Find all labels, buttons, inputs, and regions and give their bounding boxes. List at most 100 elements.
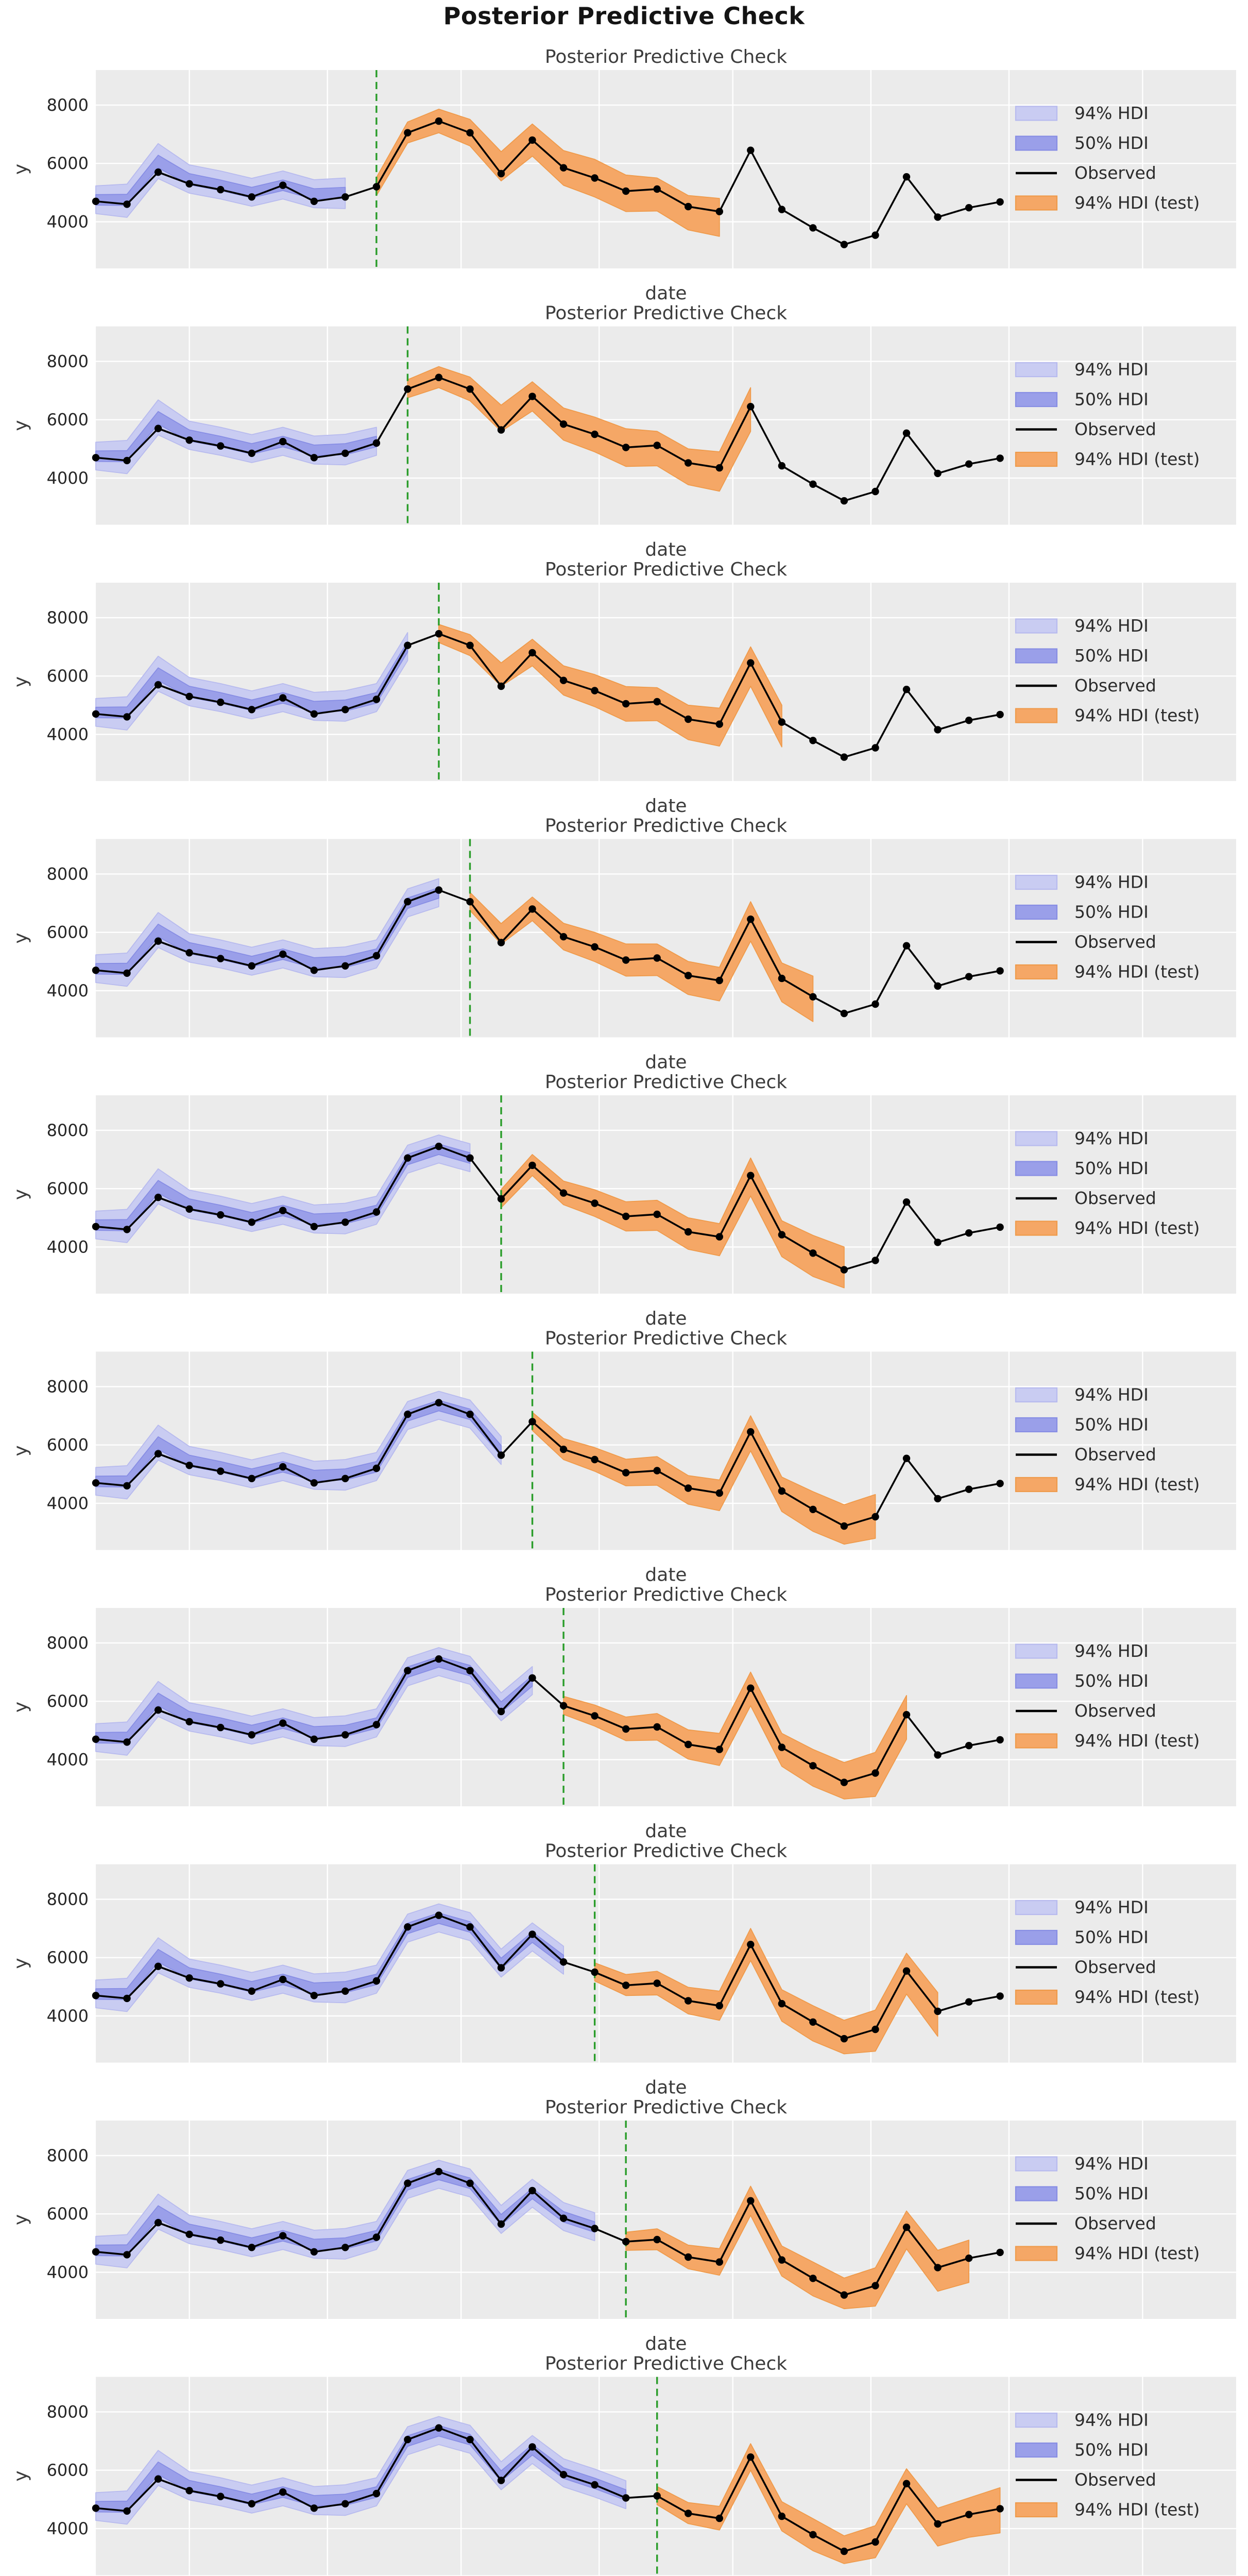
hdi-94-test-band — [376, 108, 720, 237]
legend-label: Observed — [1074, 1188, 1156, 1208]
observed-line — [95, 376, 1000, 502]
observed-point — [965, 2511, 973, 2518]
observed-point — [528, 2187, 536, 2195]
observed-point — [154, 425, 162, 432]
observed-point — [591, 430, 599, 438]
legend-swatch-patch — [1015, 392, 1058, 408]
y-axis-label: y — [10, 1445, 31, 1456]
observed-point — [248, 449, 255, 457]
observed-point — [185, 692, 193, 701]
observed-point — [404, 1154, 412, 1162]
legend-swatch-patch — [1015, 2156, 1058, 2172]
legend-swatch-patch — [1015, 708, 1058, 723]
observed-point — [497, 939, 505, 946]
legend: 94% HDI 50% HDI Observed 94% HDI (test) — [1015, 103, 1200, 213]
axes-background — [96, 70, 1236, 268]
observed-point — [248, 2500, 255, 2507]
observed-point — [934, 726, 942, 734]
observed-point — [622, 1469, 630, 1477]
observed-point — [715, 976, 724, 985]
observed-point — [715, 720, 724, 728]
observed-point — [685, 1740, 692, 1749]
legend-swatch-patch — [1015, 1733, 1058, 1749]
observed-point — [685, 2253, 692, 2261]
y-tick-label: 8000 — [47, 1633, 89, 1653]
y-tick-label: 6000 — [47, 1179, 89, 1198]
subplot-title: Posterior Predictive Check — [545, 303, 787, 324]
observed-point — [747, 1684, 755, 1692]
legend-swatch-patch — [1015, 1131, 1058, 1146]
legend-label: 94% HDI — [1074, 2410, 1149, 2430]
observed-point — [279, 1207, 287, 1214]
y-tick-label: 4000 — [47, 2262, 89, 2282]
axes-background — [96, 1864, 1236, 2063]
axes-background — [96, 1608, 1236, 1806]
observed-point — [778, 1743, 786, 1751]
observed-point — [185, 436, 193, 444]
legend: 94% HDI 50% HDI Observed 94% HDI (test) — [1015, 2154, 1200, 2263]
observed-point — [871, 1769, 879, 1777]
hdi-50-band — [95, 411, 377, 463]
observed-point — [934, 469, 942, 478]
observed-point — [217, 1980, 225, 1988]
y-tick-label: 8000 — [47, 1377, 89, 1396]
x-axis-label: date — [645, 2077, 687, 2098]
hdi-94-test-band — [594, 1928, 938, 2055]
y-axis-label: y — [10, 1189, 31, 1200]
observed-point — [466, 2179, 474, 2187]
observed-point — [217, 698, 225, 706]
observed-point — [840, 2291, 848, 2299]
legend-label: Observed — [1074, 675, 1156, 696]
observed-point — [217, 1467, 225, 1475]
observed-point — [154, 681, 162, 689]
observed-point — [622, 2238, 630, 2246]
subplot-3: Posterior Predictive Check 4000 6000 8000 y d… — [10, 559, 1236, 817]
observed-point — [653, 1467, 661, 1475]
observed-point — [372, 696, 381, 703]
subplot-5: Posterior Predictive Check 4000 6000 8000 y d… — [10, 1072, 1236, 1329]
observed-point — [809, 2531, 817, 2538]
observed-point — [871, 1257, 879, 1264]
observed-point — [685, 1484, 692, 1492]
observed-point — [715, 2002, 724, 2010]
observed-point — [902, 2224, 911, 2231]
observed-point — [185, 1718, 193, 1725]
observed-point — [809, 1505, 817, 1513]
observed-point — [747, 403, 755, 411]
observed-point — [310, 1479, 318, 1487]
observed-point — [279, 2488, 287, 2496]
hdi-94-test-band — [563, 1671, 907, 1800]
legend-label: 94% HDI (test) — [1074, 1475, 1200, 1495]
observed-point — [341, 962, 349, 970]
legend-label: 94% HDI (test) — [1074, 2500, 1200, 2520]
observed-point — [310, 2504, 318, 2512]
observed-point — [902, 1711, 911, 1719]
observed-point — [622, 1725, 630, 1733]
observed-point — [902, 429, 911, 437]
observed-point — [996, 198, 1004, 206]
observed-point — [809, 1762, 817, 1770]
observed-point — [123, 200, 131, 208]
observed-point — [466, 1667, 474, 1674]
observed-point — [591, 2481, 599, 2489]
observed-point — [435, 886, 443, 894]
y-tick-label: 6000 — [47, 154, 89, 173]
y-tick-label: 6000 — [47, 1691, 89, 1711]
legend-label: 94% HDI (test) — [1074, 193, 1200, 213]
observed-point — [372, 183, 381, 191]
legend-label: 94% HDI (test) — [1074, 962, 1200, 982]
observed-point — [92, 1992, 100, 1999]
observed-point — [404, 1667, 412, 1674]
observed-point — [92, 1735, 100, 1743]
observed-point — [466, 641, 474, 649]
observed-line — [95, 2427, 1000, 2552]
subplot-title: Posterior Predictive Check — [545, 559, 787, 580]
subplot-title: Posterior Predictive Check — [545, 816, 787, 837]
observed-point — [934, 213, 942, 221]
observed-point — [996, 2505, 1004, 2513]
axes-background — [96, 1351, 1236, 1550]
observed-point — [248, 193, 255, 201]
observed-point — [559, 1189, 568, 1197]
observed-point — [372, 439, 381, 447]
observed-point — [871, 2282, 879, 2290]
